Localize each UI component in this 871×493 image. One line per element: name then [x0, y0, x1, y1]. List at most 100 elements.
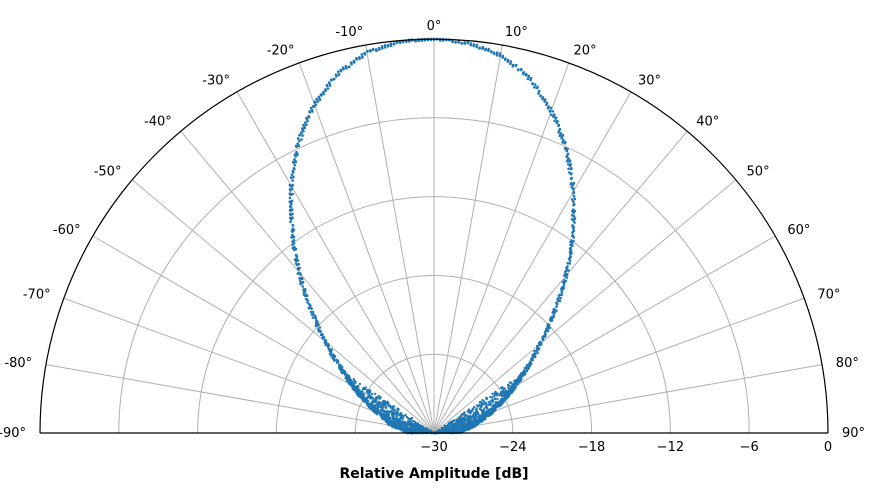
data-point	[570, 182, 573, 185]
data-point	[563, 141, 567, 144]
data-point	[491, 396, 494, 399]
data-point	[558, 128, 561, 132]
data-point	[565, 276, 568, 279]
data-point	[463, 426, 467, 429]
data-point	[472, 413, 475, 417]
data-point	[289, 216, 292, 220]
data-point	[571, 183, 575, 187]
data-point	[455, 430, 458, 433]
data-point	[352, 384, 355, 387]
data-point	[473, 425, 476, 428]
data-point	[358, 56, 361, 60]
data-point	[382, 399, 386, 403]
data-point	[509, 62, 512, 66]
data-point	[572, 236, 576, 239]
data-point	[529, 76, 533, 80]
data-point	[306, 301, 309, 304]
data-point	[302, 129, 305, 133]
grid-spoke	[131, 179, 435, 434]
data-point	[385, 411, 388, 414]
data-point	[315, 98, 319, 101]
data-point	[295, 150, 298, 154]
data-point	[566, 261, 570, 265]
data-point	[305, 116, 308, 120]
data-point	[536, 85, 539, 89]
data-point	[495, 392, 498, 395]
data-point	[380, 45, 384, 48]
data-point	[308, 303, 311, 306]
data-point	[389, 44, 393, 47]
data-point	[367, 394, 370, 398]
data-point	[483, 414, 487, 417]
data-point	[374, 400, 378, 403]
data-point	[394, 421, 397, 424]
data-point	[291, 227, 295, 230]
data-point	[533, 355, 537, 359]
data-point	[479, 404, 482, 408]
data-point	[544, 333, 547, 336]
data-point	[362, 387, 365, 390]
data-point	[568, 259, 572, 262]
data-point	[288, 212, 292, 216]
data-point	[389, 42, 393, 46]
data-point	[378, 401, 382, 404]
data-point	[397, 421, 400, 425]
data-point	[392, 42, 396, 46]
data-point	[387, 413, 390, 416]
data-point	[335, 358, 338, 362]
data-point	[555, 121, 559, 125]
data-point	[569, 172, 573, 176]
data-point	[466, 410, 469, 413]
data-point	[508, 384, 511, 387]
data-point	[333, 354, 337, 358]
data-point	[473, 416, 476, 419]
data-point	[324, 88, 327, 91]
data-point	[502, 392, 506, 395]
data-point	[475, 415, 478, 418]
data-point	[292, 171, 295, 174]
data-point	[567, 157, 570, 160]
data-point	[572, 200, 575, 203]
data-point	[491, 392, 494, 395]
data-point	[393, 409, 397, 412]
data-point	[499, 399, 503, 402]
data-point	[363, 396, 366, 399]
data-point	[447, 422, 450, 425]
polar-frame	[39, 38, 829, 434]
data-point	[487, 403, 490, 407]
data-point	[566, 265, 569, 268]
data-point	[325, 84, 329, 88]
r-tick-label: 0	[824, 440, 832, 455]
data-point	[408, 417, 411, 421]
data-point	[474, 411, 477, 414]
data-point	[564, 279, 568, 283]
data-point	[395, 412, 398, 416]
data-point	[498, 52, 502, 55]
x-axis-label: Relative Amplitude [dB]	[339, 466, 528, 482]
data-point	[299, 280, 302, 283]
data-point	[378, 403, 381, 407]
data-point	[561, 288, 564, 291]
data-point	[395, 41, 399, 44]
data-point	[523, 366, 527, 370]
data-point	[309, 106, 313, 110]
data-point	[568, 164, 572, 168]
data-point	[291, 175, 295, 179]
data-point	[301, 277, 304, 281]
data-point	[381, 47, 384, 50]
data-point	[309, 306, 312, 309]
data-point	[487, 47, 491, 51]
data-point	[571, 244, 574, 247]
data-point	[415, 423, 419, 426]
data-point	[537, 347, 541, 351]
data-point	[418, 428, 422, 432]
data-point	[504, 57, 507, 61]
data-point	[560, 137, 563, 140]
data-point	[466, 416, 469, 420]
data-point	[344, 372, 347, 375]
data-point	[541, 338, 545, 342]
data-point	[570, 198, 574, 201]
data-point	[359, 391, 362, 394]
data-point	[456, 423, 459, 426]
data-point	[496, 405, 499, 408]
